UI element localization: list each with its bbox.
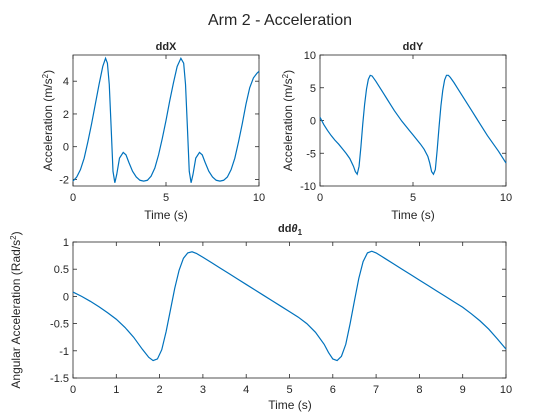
figure-title: Arm 2 - Acceleration <box>208 12 352 29</box>
y-tick-label: -0.5 <box>50 319 69 331</box>
x-axis-label-ddy: Time (s) <box>391 208 435 222</box>
x-axis-label-ddx: Time (s) <box>144 208 188 222</box>
y-tick-label: 5 <box>310 83 316 95</box>
y-tick-label: -2 <box>59 174 69 186</box>
x-tick-label: 10 <box>500 384 512 396</box>
y-axis-label-ddtheta1: Angular Acceleration (Rad/s2) <box>9 231 23 388</box>
series-line-ddtheta1 <box>72 250 507 362</box>
axes-box-ddy <box>319 54 507 187</box>
x-tick-label: 10 <box>253 192 265 204</box>
x-tick-label: 0 <box>317 192 323 204</box>
plot-title-ddy: ddY <box>403 41 424 53</box>
x-tick-label: 9 <box>460 384 466 396</box>
x-tick-label: 1 <box>113 384 119 396</box>
axes-box-ddtheta1 <box>72 241 507 379</box>
y-ticks-ddtheta1: -1.5 -1 -0.5 0 0.5 1 <box>50 237 506 385</box>
x-tick-label: 0 <box>70 192 76 204</box>
x-tick-label: 10 <box>500 192 512 204</box>
y-axis-label-ddx: Acceleration (m/s2) <box>41 70 55 171</box>
x-tick-label: 4 <box>243 384 249 396</box>
plot-title-ddx: ddX <box>156 41 177 53</box>
x-ticks-ddy: 0 5 10 <box>317 55 512 204</box>
x-tick-label: 5 <box>286 384 292 396</box>
y-tick-label: 2 <box>63 109 69 121</box>
x-tick-label: 6 <box>330 384 336 396</box>
y-tick-label: -1.5 <box>50 373 69 385</box>
y-tick-label: 0.5 <box>54 264 69 276</box>
plot-title-ddtheta1: ddθ1 <box>278 223 303 237</box>
y-ticks-ddx: -2 0 2 4 <box>59 76 259 186</box>
y-tick-label: 0 <box>310 116 316 128</box>
series-line-ddx <box>72 56 260 183</box>
y-tick-label: 0 <box>63 142 69 154</box>
x-ticks-ddtheta1: 0 1 2 3 4 5 6 7 8 9 10 <box>70 242 512 396</box>
plot-ddtheta1: ddθ1 0 1 2 3 4 5 6 7 8 9 10 -1.5 -1 -0.5 0 0.5 1 Time (… <box>9 223 512 412</box>
x-tick-label: 2 <box>157 384 163 396</box>
y-tick-label: 10 <box>304 50 316 62</box>
y-ticks-ddy: -10 -5 0 5 10 <box>300 50 506 193</box>
series-line-ddy <box>319 74 507 176</box>
x-tick-label: 5 <box>410 192 416 204</box>
x-axis-label-ddtheta1: Time (s) <box>268 398 312 412</box>
y-tick-label: 0 <box>63 291 69 303</box>
plot-ddy: ddY 0 5 10 -10 -5 0 5 10 Time (s) Acceleration… <box>281 41 512 222</box>
y-tick-label: -10 <box>300 181 316 193</box>
x-ticks-ddx: 0 5 10 <box>70 55 265 204</box>
x-tick-label: 0 <box>70 384 76 396</box>
x-tick-label: 5 <box>163 192 169 204</box>
x-tick-label: 8 <box>416 384 422 396</box>
x-tick-label: 3 <box>200 384 206 396</box>
y-axis-label-ddy: Acceleration (m/s2) <box>281 70 295 171</box>
y-tick-label: 4 <box>63 76 69 88</box>
y-tick-label: 1 <box>63 237 69 249</box>
y-tick-label: -1 <box>59 346 69 358</box>
y-tick-label: -5 <box>306 148 316 160</box>
x-tick-label: 7 <box>373 384 379 396</box>
